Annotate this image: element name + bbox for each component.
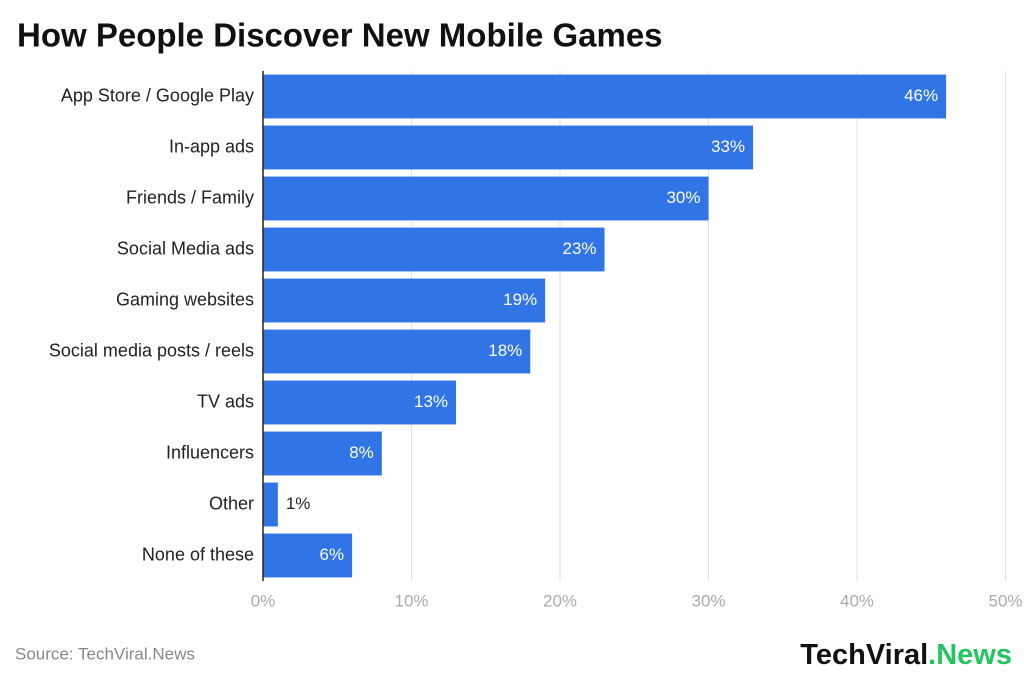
y-tick-label: Social Media ads xyxy=(117,238,254,258)
bar xyxy=(263,125,754,170)
value-label: 13% xyxy=(414,392,448,411)
x-tick-label: 40% xyxy=(840,591,874,610)
y-tick-label: Influencers xyxy=(166,442,254,462)
y-tick-label: TV ads xyxy=(197,391,254,411)
value-label: 18% xyxy=(488,341,522,360)
logo: TechViral.News xyxy=(800,639,1012,671)
y-tick-label: Friends / Family xyxy=(126,187,254,207)
bar xyxy=(263,380,457,425)
bar xyxy=(263,329,531,374)
bar xyxy=(263,533,353,578)
logo-main: TechViral xyxy=(800,639,928,671)
value-label: 30% xyxy=(666,188,700,207)
y-tick-label: Other xyxy=(209,493,254,513)
chart-title: How People Discover New Mobile Games xyxy=(17,17,663,54)
y-tick-label: Gaming websites xyxy=(116,289,254,309)
bar xyxy=(263,227,605,272)
x-tick-label: 50% xyxy=(988,591,1022,610)
bar xyxy=(263,278,546,323)
value-label: 1% xyxy=(286,494,311,513)
x-tick-label: 20% xyxy=(543,591,577,610)
bar xyxy=(263,176,709,221)
y-tick-label: In-app ads xyxy=(169,136,254,156)
logo-accent: .News xyxy=(928,639,1012,671)
y-tick-label: App Store / Google Play xyxy=(61,85,254,105)
bar xyxy=(263,482,278,527)
value-label: 19% xyxy=(503,290,537,309)
x-tick-label: 10% xyxy=(394,591,428,610)
value-label: 6% xyxy=(320,545,345,564)
value-label: 8% xyxy=(349,443,374,462)
value-label: 33% xyxy=(711,137,745,156)
source: Source: TechViral.News xyxy=(15,644,195,663)
value-label: 46% xyxy=(904,86,938,105)
x-tick-label: 0% xyxy=(251,591,276,610)
y-tick-label: None of these xyxy=(142,544,254,564)
value-label: 23% xyxy=(563,239,597,258)
x-tick-label: 30% xyxy=(691,591,725,610)
bar xyxy=(263,431,382,476)
y-tick-label: Social media posts / reels xyxy=(49,340,254,360)
bar xyxy=(263,74,947,119)
